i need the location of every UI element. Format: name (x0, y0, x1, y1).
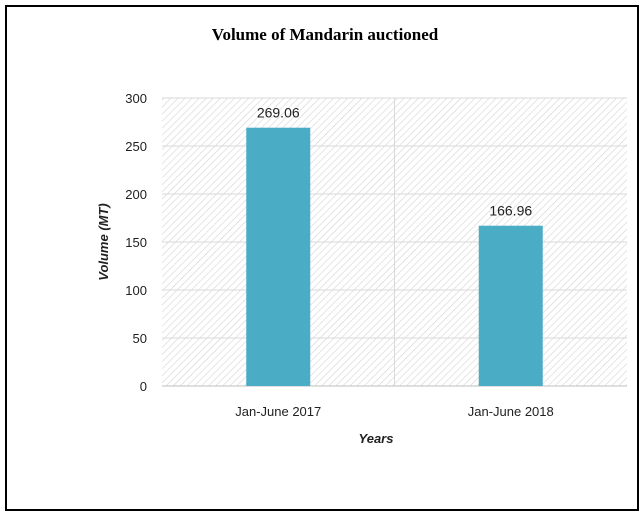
y-tick-label: 0 (140, 379, 147, 394)
x-tick-label: Jan-June 2018 (468, 404, 554, 419)
y-tick-label: 250 (125, 139, 147, 154)
y-tick-label: 200 (125, 187, 147, 202)
y-tick-label: 100 (125, 283, 147, 298)
bar (246, 127, 311, 387)
chart-title: Volume of Mandarin auctioned (212, 25, 439, 44)
y-axis-title: Volume (MT) (96, 203, 111, 281)
bar-value-label: 269.06 (257, 105, 300, 121)
y-tick-label: 50 (133, 331, 147, 346)
x-tick-label: Jan-June 2017 (235, 404, 321, 419)
bar-value-label: 166.96 (489, 203, 532, 219)
y-tick-label: 300 (125, 91, 147, 106)
x-axis-title: Years (359, 431, 394, 446)
bar (478, 225, 543, 386)
y-tick-label: 150 (125, 235, 147, 250)
